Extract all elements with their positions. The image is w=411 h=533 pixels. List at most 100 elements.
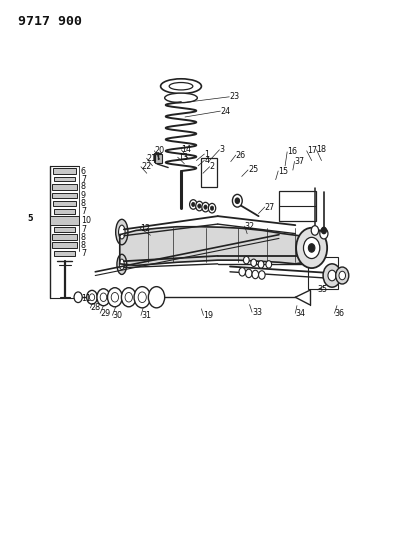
Bar [53,235,77,240]
Bar [307,257,338,289]
Circle shape [210,206,214,211]
Circle shape [125,293,132,302]
Text: 35: 35 [317,285,328,294]
Polygon shape [120,227,312,265]
Text: 34: 34 [296,309,305,318]
Ellipse shape [119,259,124,270]
Text: 9717 900: 9717 900 [18,14,82,28]
Text: 2: 2 [210,163,215,171]
Circle shape [196,201,203,211]
Text: 27: 27 [265,203,275,212]
Bar [53,192,77,198]
Text: 12: 12 [140,224,150,233]
Text: 8: 8 [81,199,86,208]
Text: 14: 14 [181,146,192,155]
Text: 15: 15 [278,166,288,175]
Text: 29: 29 [100,309,111,318]
Circle shape [339,271,346,280]
Circle shape [202,203,209,212]
Circle shape [189,200,197,209]
Circle shape [192,203,195,207]
Circle shape [233,195,242,207]
Bar [53,201,76,206]
Circle shape [252,270,259,279]
Circle shape [108,288,122,307]
Circle shape [198,204,201,208]
Text: 11: 11 [81,294,91,303]
Ellipse shape [169,83,193,90]
Circle shape [100,293,107,302]
Text: 17: 17 [307,147,317,156]
Bar [279,191,316,221]
Circle shape [74,292,82,303]
Circle shape [266,261,272,268]
Text: 5: 5 [27,214,32,223]
Text: 4: 4 [204,156,209,165]
Text: 16: 16 [287,148,297,157]
Circle shape [323,264,341,287]
Circle shape [208,204,216,213]
Text: 22: 22 [141,163,151,171]
Text: 18: 18 [316,146,326,155]
Text: 7: 7 [81,249,86,259]
Text: 8: 8 [81,182,86,191]
Circle shape [121,288,136,307]
Text: 8: 8 [81,233,86,242]
Text: 21: 21 [147,154,157,163]
Circle shape [251,259,256,266]
Text: 30: 30 [113,311,122,320]
Text: 33: 33 [252,308,262,317]
Bar [201,158,217,187]
Circle shape [308,244,315,252]
Circle shape [239,268,245,276]
Text: 1: 1 [204,150,209,159]
Text: 7: 7 [81,174,86,183]
Bar [155,153,161,161]
Text: 36: 36 [335,309,344,318]
Bar [55,176,75,181]
Bar [53,184,77,190]
Text: 32: 32 [245,222,255,231]
Circle shape [89,294,95,301]
Text: 19: 19 [203,311,214,320]
Bar [55,209,75,214]
Circle shape [258,261,264,268]
Text: 23: 23 [229,92,239,101]
Ellipse shape [165,93,197,103]
Text: 25: 25 [248,166,258,174]
Circle shape [303,237,320,259]
Bar [53,243,77,248]
Text: 10: 10 [81,216,91,225]
Circle shape [321,227,326,233]
Circle shape [336,267,349,284]
Text: 13: 13 [178,153,188,162]
Circle shape [134,287,150,308]
Circle shape [138,292,146,303]
Ellipse shape [118,225,125,239]
Ellipse shape [161,79,201,94]
Text: 9: 9 [81,191,86,200]
Circle shape [311,225,319,235]
Circle shape [259,271,265,279]
Ellipse shape [115,219,128,245]
Circle shape [243,256,249,264]
Circle shape [87,290,97,304]
Circle shape [320,228,328,239]
Text: 6: 6 [81,166,86,175]
Circle shape [97,289,110,306]
Text: 7: 7 [81,207,86,216]
Text: 31: 31 [141,311,151,320]
Bar [155,154,162,163]
Bar [51,216,79,224]
Circle shape [236,198,239,204]
Text: 3: 3 [219,146,224,155]
Ellipse shape [117,254,127,274]
Circle shape [296,228,327,268]
Text: 24: 24 [220,107,230,116]
Circle shape [328,270,336,281]
Text: 37: 37 [295,157,305,166]
Text: 26: 26 [236,151,246,160]
Bar [53,168,76,174]
Circle shape [111,293,118,302]
Bar [55,227,75,232]
